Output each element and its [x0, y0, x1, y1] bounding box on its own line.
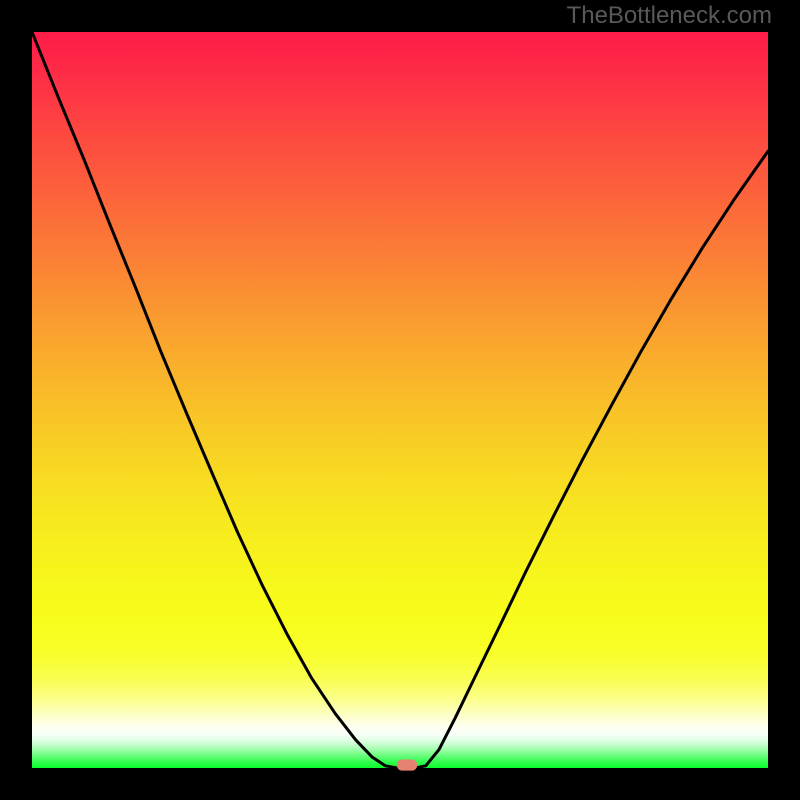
watermark-text: TheBottleneck.com: [567, 2, 772, 30]
chart-stage: TheBottleneck.com: [0, 0, 800, 800]
bottleneck-chart-svg: [0, 0, 800, 800]
plot-background-gradient: [32, 32, 768, 768]
current-config-marker: [397, 760, 418, 771]
